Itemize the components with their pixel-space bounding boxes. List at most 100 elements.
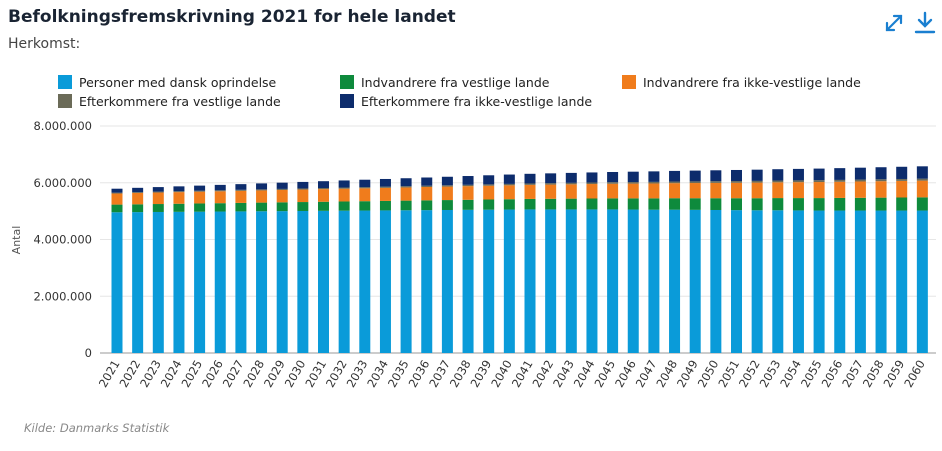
bar-segment	[359, 201, 371, 211]
bar-segment	[214, 211, 226, 353]
legend-item-indv-vestlige[interactable]: Indvandrere fra vestlige lande	[340, 74, 549, 90]
bar-segment	[462, 184, 474, 187]
bar-segment	[669, 198, 681, 210]
bar-segment	[545, 184, 557, 199]
bar-segment	[462, 186, 474, 200]
bar-segment	[834, 210, 846, 353]
bar-segment	[152, 211, 164, 353]
bar-segment	[834, 179, 846, 182]
legend-label: Efterkommere fra ikke-vestlige lande	[361, 93, 593, 109]
bar-segment	[297, 188, 309, 190]
bar-segment	[586, 209, 598, 353]
legend-swatch	[340, 75, 354, 89]
bar-segment	[689, 181, 701, 184]
bar-segment	[813, 182, 825, 199]
bar-segment	[379, 186, 391, 188]
bar-segment	[483, 184, 495, 186]
chart-subtitle: Herkomst:	[8, 36, 81, 52]
bar-segment	[235, 189, 247, 191]
bar-segment	[400, 186, 412, 188]
bar-segment	[565, 172, 577, 183]
bar-segment	[834, 181, 846, 198]
bar-segment	[710, 181, 722, 183]
legend-item-efterk-ikke-vestlige[interactable]: Efterkommere fra ikke-vestlige lande	[340, 93, 592, 109]
bar-segment	[565, 182, 577, 185]
legend-swatch	[622, 75, 636, 89]
legend-item-efterk-vestlige[interactable]: Efterkommere fra vestlige lande	[58, 93, 281, 109]
bar-segment	[441, 209, 453, 353]
bar-segment	[524, 209, 536, 353]
download-button[interactable]	[912, 10, 938, 36]
bar-segment	[875, 210, 887, 353]
bar-segment	[751, 198, 763, 211]
bar-segment	[896, 166, 908, 179]
bar-segment	[276, 188, 288, 190]
bar-segment	[627, 171, 639, 183]
bar-segment	[689, 198, 701, 210]
bar-segment	[503, 174, 515, 184]
bar-segment	[483, 175, 495, 185]
bar-segment	[669, 183, 681, 199]
bar-segment	[648, 183, 660, 199]
bar-segment	[132, 204, 144, 213]
bar-segment	[297, 210, 309, 353]
bar-segment	[813, 168, 825, 181]
bar-segment	[132, 192, 144, 205]
bar-segment	[483, 199, 495, 210]
bar-segment	[710, 209, 722, 353]
bar-segment	[318, 181, 329, 188]
bar-segment	[173, 211, 185, 353]
bar-segment	[318, 187, 329, 190]
source-note: Kilde: Danmarks Statistik	[24, 421, 170, 435]
y-tick-label: 0	[85, 346, 92, 360]
bar-segment	[875, 179, 887, 182]
bar-segment	[235, 184, 247, 190]
bar-segment	[276, 182, 288, 189]
bar-segment	[545, 209, 557, 353]
bar-segment	[359, 187, 371, 189]
bar-segment	[400, 210, 412, 353]
bar-segment	[669, 181, 681, 184]
legend-swatch	[340, 94, 354, 108]
bar-segment	[359, 179, 371, 188]
bar-segment	[689, 170, 701, 182]
bar-segment	[338, 201, 350, 211]
bar-segment	[813, 180, 825, 183]
bar-segment	[792, 180, 804, 183]
bar-segment	[648, 181, 660, 184]
bar-segment	[256, 183, 268, 190]
bar-segment	[214, 190, 226, 192]
bar-segment	[111, 204, 123, 213]
bar-segment	[669, 209, 681, 353]
legend-label: Indvandrere fra vestlige lande	[361, 74, 550, 90]
bar-segment	[792, 182, 804, 199]
bar-segment	[276, 189, 288, 203]
bar-segment	[916, 210, 928, 353]
bar-segment	[813, 198, 825, 211]
bar-segment	[731, 210, 742, 353]
bar-segment	[751, 180, 763, 183]
expand-button[interactable]	[881, 10, 907, 36]
bar-segment	[772, 198, 784, 211]
bar-segment	[441, 185, 453, 187]
bar-segment	[152, 187, 164, 192]
bar-segment	[772, 182, 784, 199]
chart-title: Befolkningsfremskrivning 2021 for hele l…	[8, 7, 456, 27]
bar-segment	[586, 182, 598, 185]
bar-segment	[689, 183, 701, 199]
bar-segment	[627, 198, 639, 210]
bar-segment	[318, 189, 329, 202]
bar-segment	[173, 191, 185, 193]
bar-segment	[503, 209, 515, 353]
bar-segment	[214, 203, 226, 212]
bar-segment	[896, 197, 908, 211]
bar-segment	[194, 191, 206, 204]
y-tick-label: 8.000.000	[33, 119, 92, 133]
bar-segment	[565, 184, 577, 199]
bar-segment	[214, 191, 226, 204]
bar-segment	[441, 200, 453, 210]
legend-item-dansk[interactable]: Personer med dansk oprindelse	[58, 74, 276, 90]
bar-segment	[132, 212, 144, 353]
legend-item-indv-ikke-vestlige[interactable]: Indvandrere fra ikke-vestlige lande	[622, 74, 861, 90]
